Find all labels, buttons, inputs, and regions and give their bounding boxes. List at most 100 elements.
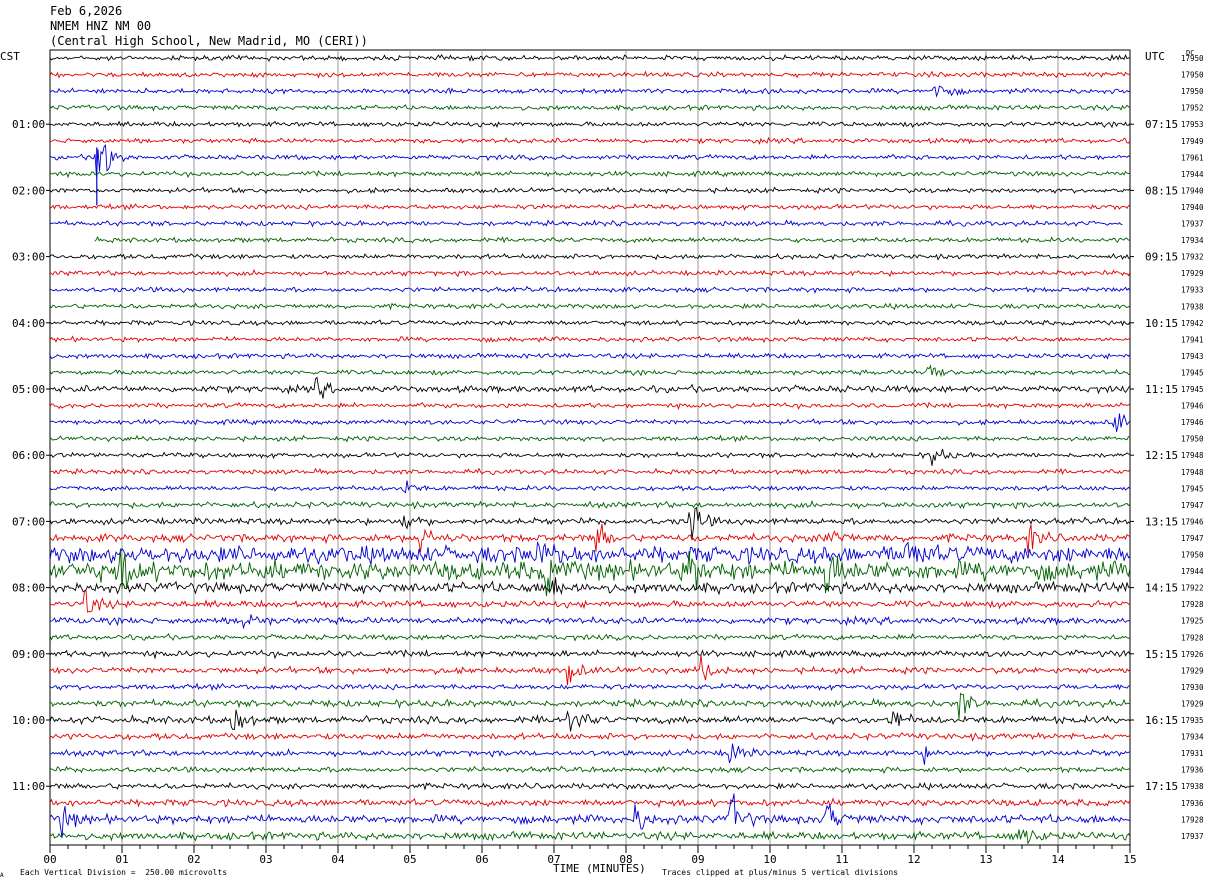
dc-offset-value: 17931 xyxy=(1181,749,1204,758)
left-hour-label: 04:00 xyxy=(12,317,45,330)
dc-offset-value: 17928 xyxy=(1181,600,1204,609)
trace-row xyxy=(49,85,1131,98)
left-hour-label: 05:00 xyxy=(12,383,45,396)
trace-row xyxy=(49,219,1123,228)
dc-offset-value: 17925 xyxy=(1181,617,1204,626)
left-hour-label: 06:00 xyxy=(12,449,45,462)
dc-offset-value: 17928 xyxy=(1181,815,1204,824)
trace-row xyxy=(49,506,1131,540)
dc-offset-value: 17946 xyxy=(1181,402,1204,411)
x-tick-label: 11 xyxy=(835,853,848,866)
dc-column-header: DC xyxy=(1186,49,1195,57)
x-tick-label: 03 xyxy=(259,853,272,866)
left-hour-label: 11:00 xyxy=(12,780,45,793)
dc-offset-value: 17947 xyxy=(1181,501,1204,510)
trace-row xyxy=(49,523,1131,554)
trace-row xyxy=(49,376,1131,399)
scale-note: Each Vertical Division = 250.00 microvol… xyxy=(20,868,228,877)
dc-offset-value: 17950 xyxy=(1181,71,1204,80)
trace-row xyxy=(49,401,1131,411)
dc-offset-value: 17946 xyxy=(1181,517,1204,526)
left-hour-label: 03:00 xyxy=(12,251,45,264)
dc-offset-value: 17946 xyxy=(1181,418,1204,427)
trace-row xyxy=(49,285,1131,294)
x-tick-label: 02 xyxy=(187,853,200,866)
dc-offset-value: 17950 xyxy=(1181,54,1204,63)
trace-row xyxy=(49,70,1131,79)
trace-row xyxy=(49,253,1131,261)
trace-row xyxy=(49,434,1131,443)
left-hour-label: 08:00 xyxy=(12,582,45,595)
plot-frame xyxy=(49,49,1131,846)
trace-row xyxy=(49,540,1131,566)
trace-row xyxy=(49,302,1131,311)
right-hour-label: 15:15 xyxy=(1145,648,1178,661)
dc-offset-value: 17934 xyxy=(1181,236,1204,245)
trace-row xyxy=(49,335,1131,344)
trace-row xyxy=(49,413,1131,432)
x-tick-label: 12 xyxy=(907,853,920,866)
trace-row xyxy=(49,104,1131,112)
trace-row xyxy=(49,633,1131,642)
trace-row xyxy=(49,793,1131,839)
dc-offset-value: 17932 xyxy=(1181,253,1204,262)
x-tick-label: 08 xyxy=(619,853,632,866)
trace-row xyxy=(49,53,1131,62)
trace-row xyxy=(49,170,1131,179)
left-hour-label: 07:00 xyxy=(12,515,45,528)
dc-offset-value: 17930 xyxy=(1181,683,1204,692)
left-hour-label: 10:00 xyxy=(12,714,45,727)
dc-offset-value: 17938 xyxy=(1181,302,1204,311)
dc-offset-value: 17926 xyxy=(1181,650,1204,659)
trace-row xyxy=(49,448,1131,466)
station-label: NMEM HNZ NM 00 xyxy=(50,19,152,33)
trace-row xyxy=(49,589,1131,613)
dc-offset-value: 17935 xyxy=(1181,716,1204,725)
trace-row xyxy=(49,709,1131,732)
trace-row xyxy=(49,829,1131,845)
right-hour-label: 11:15 xyxy=(1145,383,1178,396)
x-tick-label: 00 xyxy=(43,853,56,866)
right-hour-label: 14:15 xyxy=(1145,582,1178,595)
trace-row xyxy=(49,499,1131,510)
dc-offset-value: 17940 xyxy=(1181,203,1204,212)
trace-row xyxy=(50,731,1131,742)
x-tick-label: 15 xyxy=(1123,853,1136,866)
dc-offset-value: 17953 xyxy=(1181,120,1204,129)
right-hour-label: 09:15 xyxy=(1145,251,1178,264)
right-hour-label: 13:15 xyxy=(1145,515,1178,528)
x-tick-label: 10 xyxy=(763,853,776,866)
trace-row xyxy=(49,682,1131,692)
dc-offset-value: 17922 xyxy=(1181,584,1204,593)
clip-note: Traces clipped at plus/minus 5 vertical … xyxy=(662,868,899,877)
dc-offset-value: 17933 xyxy=(1181,286,1204,295)
dc-offset-value: 17937 xyxy=(1181,832,1204,841)
trace-row xyxy=(49,548,1131,597)
dc-offset-value: 17944 xyxy=(1181,170,1204,179)
dc-offset-value: 17941 xyxy=(1181,335,1204,344)
dc-offset-value: 17949 xyxy=(1181,137,1204,146)
right-hour-label: 16:15 xyxy=(1145,714,1178,727)
x-tick-label: 06 xyxy=(475,853,488,866)
trace-row xyxy=(49,480,1131,494)
dc-offset-value: 17936 xyxy=(1181,766,1204,775)
dc-offset-value: 17948 xyxy=(1181,468,1204,477)
right-timezone-label: UTC xyxy=(1145,50,1165,63)
trace-row xyxy=(49,144,1131,177)
dc-offset-value: 17952 xyxy=(1181,104,1204,113)
dc-offset-value: 17929 xyxy=(1181,666,1204,675)
trace-row xyxy=(49,364,1131,378)
dc-offset-value: 17950 xyxy=(1181,435,1204,444)
dc-offset-value: 17948 xyxy=(1181,451,1204,460)
trace-row xyxy=(50,120,1131,129)
dc-offset-value: 17945 xyxy=(1181,368,1204,377)
corner-mark: A xyxy=(0,872,4,879)
trace-row xyxy=(49,743,1131,765)
dc-offset-value: 17929 xyxy=(1181,699,1204,708)
trace-row xyxy=(50,614,1131,630)
x-tick-label: 14 xyxy=(1051,853,1065,866)
x-tick-label: 07 xyxy=(547,853,560,866)
dc-offset-value: 17940 xyxy=(1181,186,1204,195)
x-tick-label: 04 xyxy=(331,853,345,866)
